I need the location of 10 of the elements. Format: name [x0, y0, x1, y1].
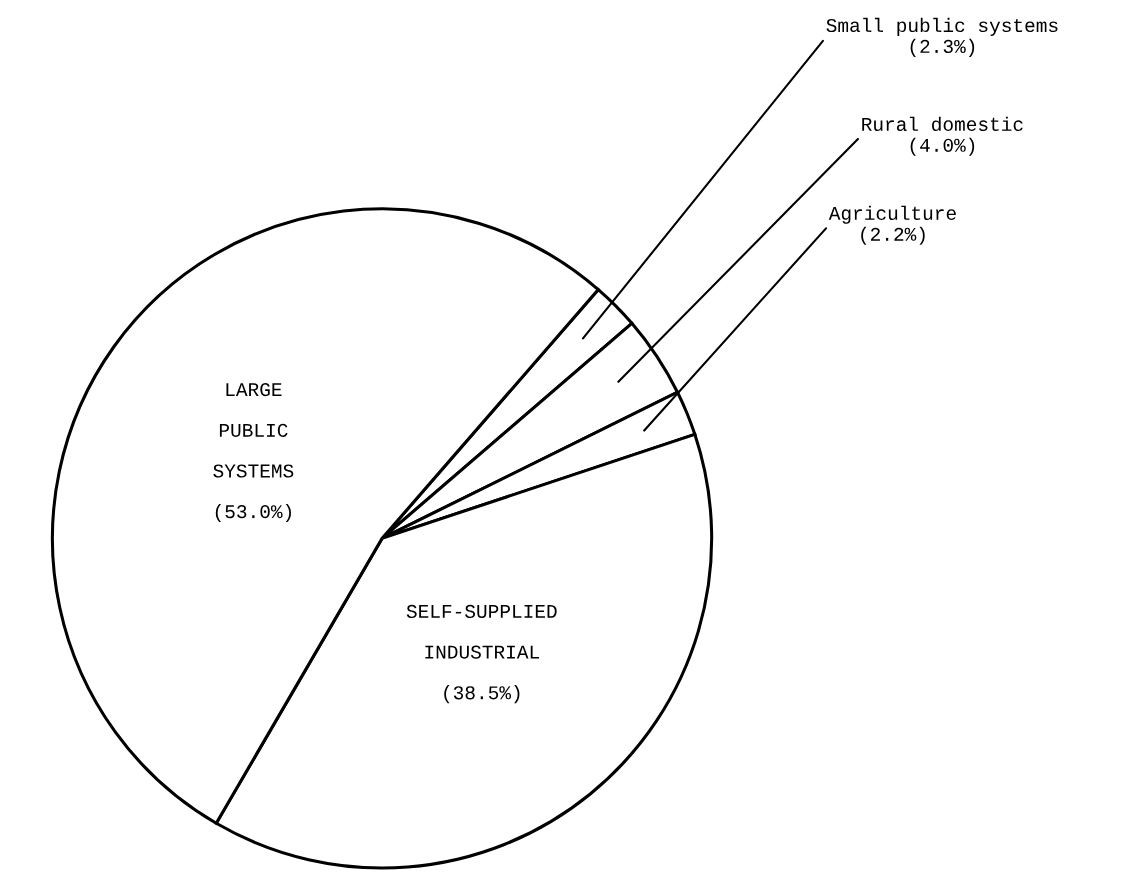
slice-label: Agriculture	[828, 205, 956, 224]
slice-label: Small public systems	[826, 17, 1058, 36]
data-label: (53.0%)	[215, 503, 291, 523]
slice-label: Rural domestic	[862, 116, 1023, 132]
data-label: (38.5%)	[444, 685, 520, 704]
category-label: SELF-SUPPLIED INDUSTRIAL	[406, 604, 557, 659]
category-label: LARGE PUBLIC SYSTEMS	[213, 383, 294, 478]
data-label: (2.3%)	[910, 38, 975, 57]
data-label: (4.0%)	[910, 137, 975, 156]
data-label: (2.2%)	[861, 226, 925, 245]
